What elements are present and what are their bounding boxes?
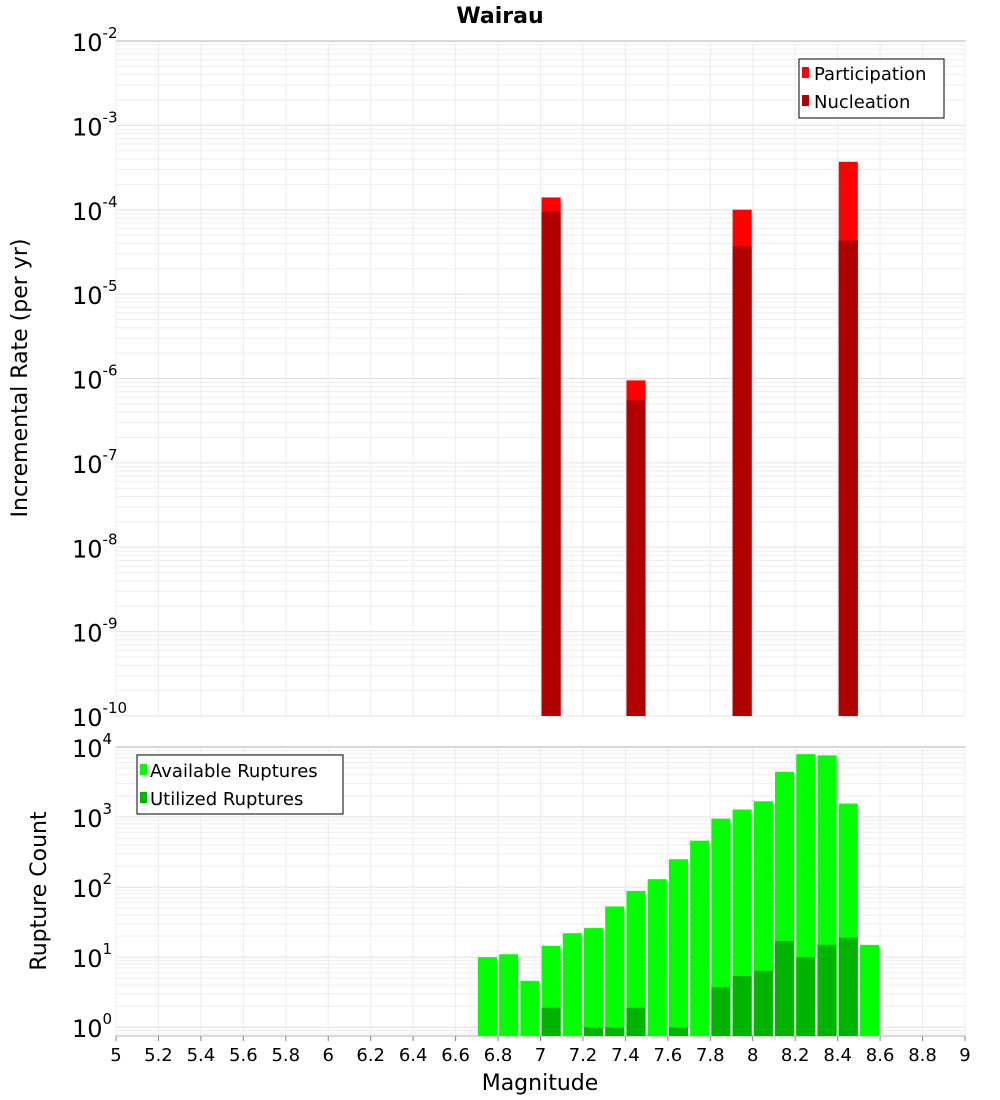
y-tick-label: 103	[72, 800, 112, 833]
x-tick-label: 7.6	[654, 1045, 683, 1066]
bar-utilized-ruptures	[817, 944, 837, 1036]
bar-available-ruptures	[520, 980, 540, 1036]
x-tick-label: 7	[535, 1045, 546, 1066]
legend-label-available: Available Ruptures	[150, 761, 318, 782]
bar-utilized-ruptures	[541, 1007, 561, 1036]
y-tick-label: 10-4	[72, 193, 118, 226]
bar-utilized-ruptures	[605, 1027, 625, 1036]
x-tick-label: 5	[110, 1045, 121, 1066]
y-tick-label: 10-6	[72, 362, 118, 395]
bar-available-ruptures	[499, 954, 519, 1036]
x-tick-label: 7.4	[611, 1045, 640, 1066]
legend-label-utilized: Utilized Ruptures	[150, 789, 303, 810]
x-tick-label: 9	[959, 1045, 970, 1066]
top-panel: 10-2 10-3 10-4 10-5 10-6 10-7 10-8 10-9 10-10 Wa…	[8, 4, 966, 732]
y-tick-label: 10-5	[72, 277, 118, 310]
bar-available-ruptures	[562, 933, 582, 1036]
y-tick-label: 10-2	[72, 24, 118, 57]
bar-utilized-ruptures	[796, 957, 816, 1036]
bottom-panel: 104 103 102 101 100 5 5.2 5.4 5.6 5.8 6 6.2 6.4 6.6 6…	[27, 730, 971, 1096]
legend-bottom: Available Ruptures Utilized Ruptures	[136, 754, 344, 815]
x-tick-label: 7.8	[696, 1045, 725, 1066]
x-tick-label: 7.2	[569, 1045, 598, 1066]
x-axis-label: Magnitude	[482, 1071, 599, 1096]
bar-available-ruptures	[859, 944, 880, 1036]
x-tick-label: 5.4	[187, 1045, 216, 1066]
bar-available-ruptures	[584, 928, 604, 1036]
bar-nucleation	[838, 240, 858, 717]
x-tick-label: 8.2	[781, 1045, 810, 1066]
y-tick-label: 101	[72, 940, 112, 973]
bar-available-ruptures	[690, 840, 710, 1036]
bar-nucleation	[732, 246, 752, 716]
bars-top	[541, 161, 858, 717]
x-tick-label: 5.2	[144, 1045, 173, 1066]
chart-title: Wairau	[456, 4, 543, 29]
x-tick-label: 6.6	[441, 1045, 470, 1066]
bar-available-ruptures	[626, 891, 646, 1036]
bar-utilized-ruptures	[584, 1027, 604, 1036]
x-tick-label: 8.4	[823, 1045, 852, 1066]
bar-utilized-ruptures	[753, 970, 773, 1036]
bar-utilized-ruptures	[775, 941, 795, 1036]
bar-available-ruptures	[477, 957, 497, 1036]
x-tick-label: 6.8	[484, 1045, 513, 1066]
bar-available-ruptures	[711, 818, 731, 1036]
x-tick-label: 6.2	[356, 1045, 385, 1066]
yticks-top: 10-2 10-3 10-4 10-5 10-6 10-7 10-8 10-9 10-10	[72, 24, 127, 732]
legend-swatch-available	[140, 764, 147, 775]
legend-swatch-utilized	[140, 792, 147, 803]
grid-top	[115, 41, 966, 717]
legend-swatch-participation	[802, 67, 809, 78]
y-tick-label: 10-3	[72, 108, 118, 141]
bar-available-ruptures	[668, 859, 689, 1036]
legend-top: Participation Nucleation	[798, 58, 945, 119]
x-tick-label: 8	[747, 1045, 758, 1066]
y-axis-label-top: Incremental Rate (per yr)	[8, 239, 33, 518]
bar-utilized-ruptures	[838, 937, 858, 1036]
y-tick-label: 104	[72, 730, 112, 763]
y-tick-label: 10-9	[72, 615, 118, 648]
y-tick-label: 10-8	[72, 530, 118, 563]
bar-utilized-ruptures	[626, 1007, 646, 1036]
y-tick-label: 102	[72, 870, 112, 903]
yticks-bottom: 104 103 102 101 100	[72, 730, 112, 1043]
y-axis-label-bottom: Rupture Count	[27, 811, 52, 971]
y-tick-label: 10-10	[72, 699, 127, 732]
bar-utilized-ruptures	[732, 975, 752, 1036]
y-tick-label: 10-7	[72, 446, 118, 479]
x-tick-label: 5.6	[229, 1045, 258, 1066]
legend-bottom-box	[136, 754, 344, 815]
bar-available-ruptures	[647, 879, 667, 1036]
x-tick-label: 8.6	[866, 1045, 895, 1066]
legend-label-participation: Participation	[814, 64, 926, 85]
x-tick-label: 6.4	[399, 1045, 428, 1066]
bar-nucleation	[541, 211, 561, 716]
y-tick-label: 100	[72, 1010, 112, 1043]
x-tick-label: 6	[323, 1045, 334, 1066]
legend-top-box	[798, 58, 945, 119]
bars-bottom	[477, 754, 880, 1036]
x-tick-label: 8.8	[908, 1045, 937, 1066]
x-tick-label: 5.8	[271, 1045, 300, 1066]
bar-utilized-ruptures	[711, 987, 731, 1036]
bar-nucleation	[626, 400, 646, 716]
bar-available-ruptures	[605, 906, 625, 1036]
legend-swatch-nucleation	[802, 95, 809, 106]
x-ticks: 5 5.2 5.4 5.6 5.8 6 6.2 6.4 6.6 6.8 7 7.2 7.4 7.6 7.8 8…	[110, 1036, 971, 1066]
legend-label-nucleation: Nucleation	[814, 92, 910, 113]
bar-utilized-ruptures	[668, 1027, 689, 1036]
